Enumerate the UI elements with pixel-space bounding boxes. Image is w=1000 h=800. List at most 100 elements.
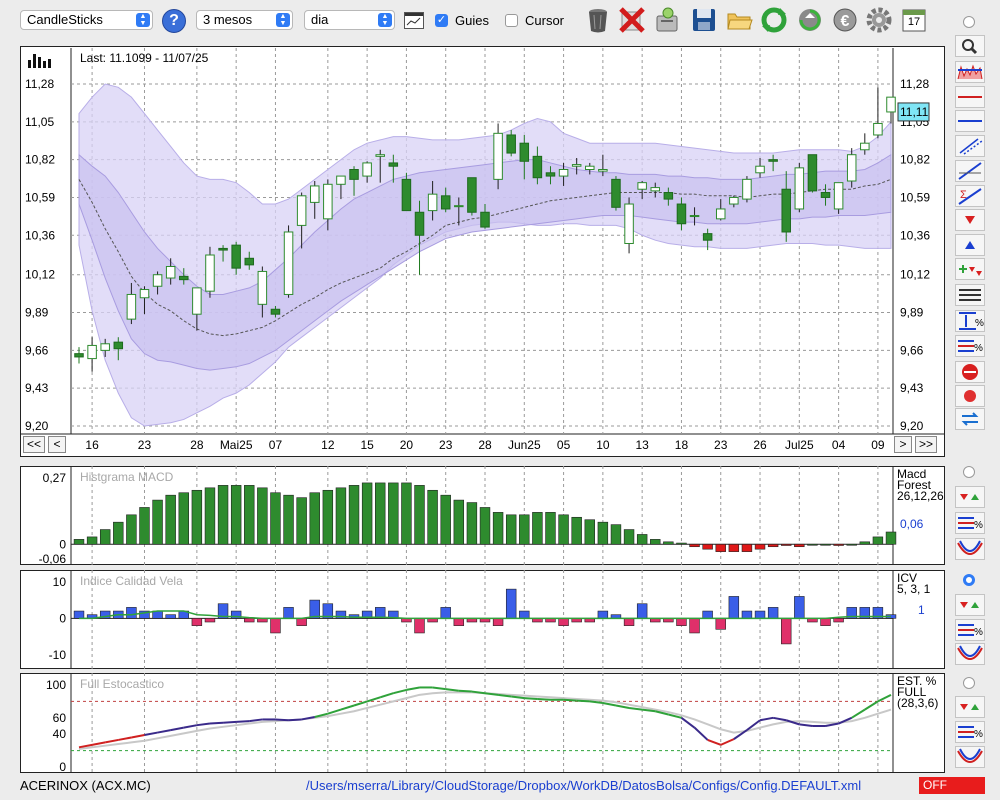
- record-button[interactable]: [955, 385, 985, 407]
- trash-icon[interactable]: [584, 6, 612, 34]
- x-tick-label: Mai25: [220, 438, 253, 452]
- svg-text:€: €: [841, 13, 850, 30]
- nav-last-button[interactable]: >>: [915, 436, 937, 453]
- candle: [283, 231, 294, 295]
- candle: [598, 169, 608, 172]
- off-indicator[interactable]: OFF: [919, 777, 985, 794]
- ticker-label: ACERINOX (ACX.MC): [20, 778, 151, 793]
- y-tick-label-right: 10,12: [900, 268, 930, 282]
- delete-icon[interactable]: [618, 6, 646, 34]
- y-tick-label: 0: [59, 537, 66, 551]
- candle: [454, 205, 464, 208]
- icv-signals-button[interactable]: [955, 594, 985, 616]
- bar-chart-icon[interactable]: [27, 51, 57, 69]
- horizontal-blue-line-button[interactable]: [955, 110, 985, 132]
- y-tick-label-right: 10,59: [900, 190, 930, 204]
- swap-button[interactable]: [955, 408, 985, 430]
- stochastic-k-segment: [602, 702, 617, 707]
- candle: [663, 192, 674, 200]
- histogram-bar: [322, 489, 334, 545]
- stochastic-k-segment: [458, 689, 472, 693]
- stochastic-k-segment: [275, 718, 289, 722]
- candle: [309, 185, 320, 203]
- histogram-bar: [204, 618, 216, 623]
- channel-tool-button[interactable]: [955, 135, 985, 157]
- histogram-bar: [820, 618, 831, 626]
- calendar-icon[interactable]: 17: [900, 6, 928, 34]
- candle: [427, 193, 438, 212]
- histogram-bar: [388, 482, 399, 545]
- histogram-bar: [610, 524, 622, 545]
- interval-value: dia: [311, 12, 329, 27]
- nav-next-button[interactable]: >: [894, 436, 912, 453]
- stochastic-k-segment: [249, 718, 263, 723]
- icv-lines-button[interactable]: %: [955, 619, 985, 641]
- period-select[interactable]: 3 mesos ▲ ▼: [196, 10, 293, 30]
- arrow-up-button[interactable]: [955, 234, 985, 256]
- chart-window-icon[interactable]: [404, 12, 424, 29]
- folder-icon[interactable]: [725, 6, 753, 34]
- macd-chart[interactable]: 0,27 0-0,06 Histgrama MACD MacdForest26,12,…: [20, 466, 945, 565]
- icv-curve-button[interactable]: [955, 643, 985, 665]
- candle: [493, 132, 503, 180]
- candle: [218, 247, 228, 251]
- config-path-link[interactable]: /Users/mserra/Library/CloudStorage/Dropb…: [306, 778, 862, 793]
- sigma-line-button[interactable]: Σ: [955, 185, 985, 207]
- nav-prev-button[interactable]: <: [48, 436, 66, 453]
- cursor-checkbox[interactable]: [505, 14, 518, 27]
- info-icon[interactable]: [653, 6, 681, 34]
- nav-first-button[interactable]: <<: [23, 436, 45, 453]
- x-tick-label: 13: [635, 438, 649, 452]
- macd-lines-button[interactable]: %: [955, 512, 985, 534]
- icv-radio[interactable]: [963, 574, 975, 586]
- stochastic-lines-button[interactable]: %: [955, 721, 985, 743]
- guies-checkbox[interactable]: ✓: [435, 14, 448, 27]
- histogram-bar: [99, 529, 111, 545]
- trend-line-button[interactable]: [955, 160, 985, 182]
- x-tick-label: 15: [360, 438, 374, 452]
- x-tick-label: Jun25: [508, 438, 541, 452]
- histogram-bar: [322, 603, 334, 619]
- candle: [87, 344, 97, 360]
- grid-lines-button[interactable]: [955, 284, 985, 306]
- stochastic-chart[interactable]: 100 60 40 0 Full Estocastico EST. %FULL(28,3,…: [20, 673, 945, 773]
- horizontal-red-line-button[interactable]: [955, 86, 985, 108]
- main-chart-radio[interactable]: [963, 16, 975, 28]
- chart-type-select[interactable]: CandleSticks ▲ ▼: [20, 10, 153, 30]
- macd-curve-button[interactable]: [955, 538, 985, 560]
- histogram-bar: [217, 603, 229, 619]
- help-icon[interactable]: ?: [162, 9, 186, 33]
- refresh-icon[interactable]: [760, 6, 788, 34]
- gear-icon[interactable]: [865, 6, 893, 34]
- update-icon[interactable]: [796, 6, 824, 34]
- zoom-button[interactable]: [955, 35, 985, 57]
- interval-select[interactable]: dia ▲ ▼: [304, 10, 395, 30]
- arrow-down-button[interactable]: [955, 209, 985, 231]
- macd-signals-button[interactable]: [955, 486, 985, 508]
- stop-button[interactable]: [955, 361, 985, 383]
- lines-percent-button[interactable]: %: [955, 335, 985, 357]
- panel-title: Histgrama MACD: [80, 470, 174, 484]
- range-percent-button[interactable]: %: [955, 310, 985, 332]
- svg-text:Σ: Σ: [960, 189, 967, 201]
- legend-entry: (28,3,6): [897, 696, 938, 710]
- stochastic-radio[interactable]: [963, 677, 975, 689]
- currency-icon[interactable]: €: [831, 6, 859, 34]
- histogram-bar: [270, 618, 281, 634]
- stochastic-k-segment: [759, 716, 774, 722]
- histogram-bar: [414, 618, 425, 634]
- histogram-bar: [741, 543, 753, 552]
- cursor-label: Cursor: [525, 13, 565, 28]
- histogram-bar: [414, 485, 425, 545]
- stochastic-signals-button[interactable]: [955, 696, 985, 718]
- candle: [388, 162, 399, 167]
- histogram-bar: [833, 618, 844, 623]
- indicator-overlay-button[interactable]: [955, 61, 985, 83]
- add-signal-button[interactable]: [955, 258, 985, 280]
- save-icon[interactable]: [690, 6, 718, 34]
- macd-radio[interactable]: [963, 466, 975, 478]
- stochastic-k-segment: [746, 719, 761, 731]
- stochastic-curve-button[interactable]: [955, 746, 985, 768]
